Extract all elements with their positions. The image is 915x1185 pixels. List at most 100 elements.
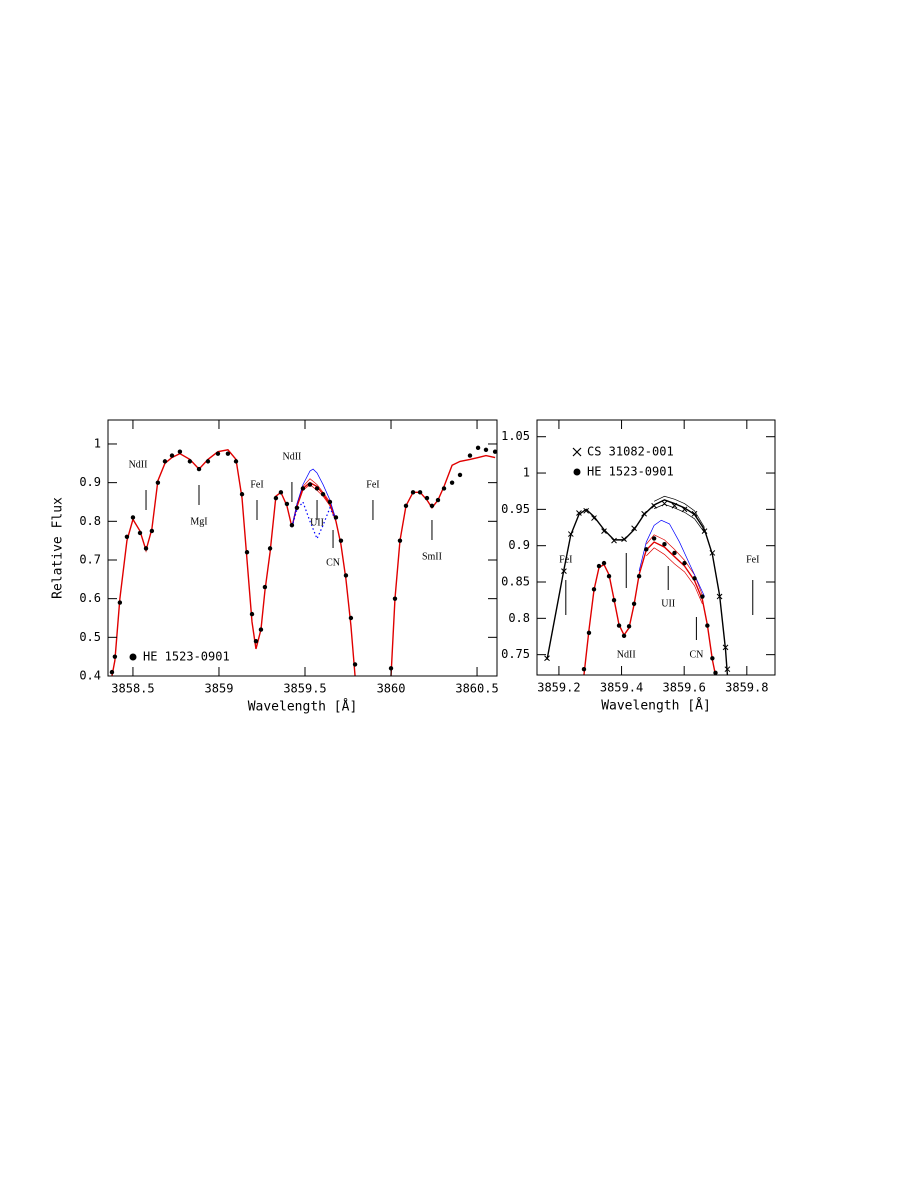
cross-marker <box>576 510 582 516</box>
dot-marker <box>392 596 398 601</box>
x-tick-label: 3859.4 <box>600 681 643 695</box>
cross-marker <box>716 593 723 600</box>
dot-marker <box>705 623 710 628</box>
dot-marker <box>710 656 715 661</box>
dot-marker <box>233 459 239 464</box>
spectrum-line <box>390 454 496 676</box>
dot-marker <box>284 501 290 507</box>
spectrum-line <box>546 499 729 675</box>
dot-marker <box>273 495 279 501</box>
line-id-label: UII <box>310 517 324 528</box>
dot-marker <box>149 528 155 534</box>
y-tick-label: 0.4 <box>79 669 101 683</box>
dot-marker <box>300 486 306 491</box>
dot-marker <box>244 550 250 555</box>
y-tick-label: 0.9 <box>508 538 530 552</box>
dot-marker <box>601 560 607 566</box>
cross-marker <box>651 502 657 509</box>
dot-marker <box>606 573 612 579</box>
dot-marker <box>143 546 149 551</box>
cross-marker <box>621 536 627 542</box>
x-axis-title: Wavelength [Å] <box>248 699 358 715</box>
dot-marker <box>586 630 592 636</box>
x-tick-label: 3859.6 <box>663 681 706 695</box>
dot-marker <box>320 492 326 497</box>
x-tick-label: 3860 <box>377 682 406 696</box>
spectrum-line <box>583 541 717 675</box>
line-id-label: CN <box>326 557 340 568</box>
dot-marker <box>636 573 642 579</box>
dot-marker <box>155 480 161 485</box>
line-id-label: FeI <box>250 479 263 490</box>
dot-marker <box>713 670 718 675</box>
dot-marker <box>253 638 259 644</box>
line-id-label: UII <box>661 598 675 609</box>
y-tick-label: 0.8 <box>79 514 101 528</box>
y-tick-label: 0.5 <box>79 630 101 644</box>
cross-marker <box>691 510 698 517</box>
dot-marker <box>682 560 687 566</box>
dot-marker <box>249 611 255 617</box>
cross-marker <box>641 510 647 517</box>
dot-marker <box>258 627 264 632</box>
dot-marker <box>692 576 697 581</box>
dot-marker <box>352 662 358 667</box>
dot-marker <box>403 503 409 509</box>
line-id-label: FeI <box>746 554 759 565</box>
legend-marker <box>572 447 582 457</box>
legend-label: HE 1523-0901 <box>143 650 230 664</box>
line-id-label: NdII <box>282 451 301 462</box>
dot-marker <box>457 472 463 478</box>
y-tick-label: 0.85 <box>501 575 530 589</box>
line-id-label: NdII <box>129 459 148 470</box>
dot-marker <box>196 466 202 472</box>
cross-marker <box>701 528 708 535</box>
y-tick-label: 0.9 <box>79 475 101 489</box>
dot-marker <box>435 497 441 503</box>
dot-marker <box>662 542 667 547</box>
dot-marker <box>631 601 637 607</box>
dot-marker <box>611 597 617 603</box>
dot-marker <box>397 538 403 543</box>
y-tick-label: 1 <box>94 436 101 450</box>
legend-marker <box>129 653 137 661</box>
legend-label: HE 1523-0901 <box>587 465 674 479</box>
y-tick-label: 1.05 <box>501 429 530 443</box>
dot-marker <box>327 499 333 505</box>
dot-marker <box>591 587 597 592</box>
legend-label: CS 31082-001 <box>587 445 674 459</box>
dot-marker <box>112 654 118 659</box>
plot-frame <box>536 419 776 676</box>
plot-area <box>544 495 731 675</box>
y-tick-label: 1 <box>523 466 530 480</box>
cross-marker <box>601 528 607 535</box>
cross-marker <box>583 507 590 514</box>
cross-marker <box>567 531 574 537</box>
cross-marker <box>724 666 731 673</box>
dot-marker <box>278 490 284 495</box>
line-id-label: MgI <box>190 516 207 527</box>
dot-marker <box>475 445 481 451</box>
cross-marker <box>661 500 668 507</box>
dot-marker <box>338 538 344 543</box>
cross-marker <box>681 506 688 513</box>
x-tick-label: 3859.2 <box>537 681 580 695</box>
dot-marker <box>109 669 115 675</box>
dot-marker <box>187 459 193 464</box>
spectrum-line <box>111 449 356 676</box>
cross-marker <box>671 502 678 509</box>
dot-marker <box>294 505 300 510</box>
dot-marker <box>429 503 435 509</box>
y-tick-label: 0.75 <box>501 647 530 661</box>
cross-marker <box>611 537 617 544</box>
dot-marker <box>467 453 473 458</box>
y-tick-label: 0.8 <box>508 611 530 625</box>
x-tick-label: 3859.8 <box>725 681 768 695</box>
y-tick-label: 0.6 <box>79 591 101 605</box>
x-tick-label: 3858.5 <box>111 682 154 696</box>
cross-marker <box>591 515 597 521</box>
dot-marker <box>267 546 273 551</box>
line-id-label: FeI <box>366 479 379 490</box>
line-id-label: FeI <box>559 554 572 565</box>
